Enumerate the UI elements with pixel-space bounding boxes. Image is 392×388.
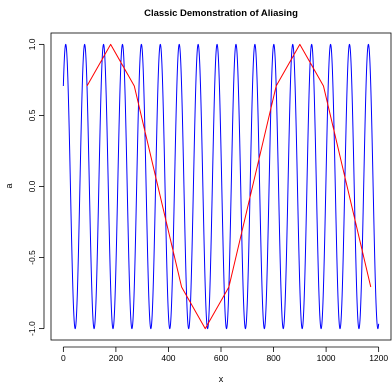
sampled-series-line <box>86 43 372 330</box>
chart-title: Classic Demonstration of Aliasing <box>144 8 298 19</box>
y-axis: -1.0 -0.5 0.0 0.5 1.0 <box>27 38 45 336</box>
x-axis: 0 200 400 600 800 1000 1200 <box>61 346 388 363</box>
sine-series-line <box>62 43 380 330</box>
y-tick-label: 0.0 <box>27 180 37 192</box>
x-tick-label: 200 <box>109 353 123 363</box>
x-tick-label: 1000 <box>317 353 336 363</box>
x-axis-label: x <box>219 374 224 384</box>
y-tick-label: -1.0 <box>27 321 37 336</box>
y-tick-label: 0.5 <box>27 109 37 121</box>
y-axis-label: a <box>4 183 14 188</box>
x-tick-label: 400 <box>161 353 175 363</box>
x-tick-label: 0 <box>61 353 66 363</box>
y-tick-label: 1.0 <box>27 38 37 50</box>
x-tick-label: 600 <box>214 353 228 363</box>
x-tick-label: 800 <box>266 353 280 363</box>
x-tick-label: 1200 <box>369 353 388 363</box>
plot-frame <box>50 32 392 341</box>
series-layer <box>62 43 380 330</box>
y-tick-label: -0.5 <box>27 250 37 265</box>
